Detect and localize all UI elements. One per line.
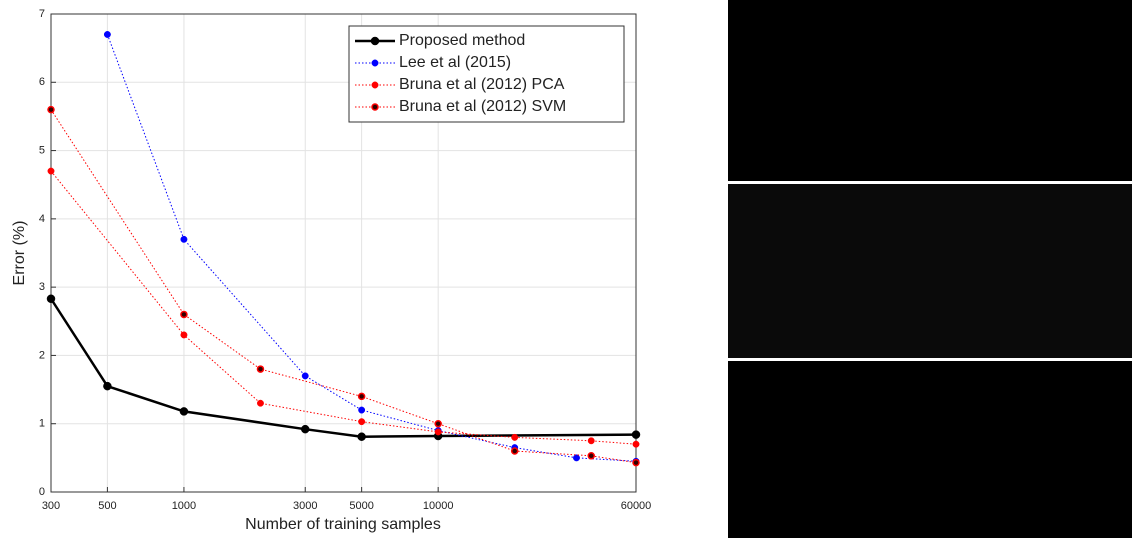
data-point [358, 406, 366, 414]
series-line [50, 109, 637, 464]
data-point [300, 424, 310, 434]
x-axis-label: Number of training samples [245, 516, 441, 533]
x-tick-label: 1000 [172, 500, 196, 512]
y-tick-label: 6 [39, 76, 45, 88]
x-tick-label: 3000 [293, 500, 317, 512]
digit-panel [728, 361, 1132, 538]
data-point [46, 294, 56, 304]
data-point [103, 381, 112, 391]
data-point [179, 407, 189, 416]
y-tick-label: 2 [39, 349, 45, 361]
data-point [434, 419, 442, 428]
data-point [257, 399, 264, 407]
data-point [357, 432, 366, 441]
data-point [510, 447, 519, 455]
data-point [587, 437, 595, 445]
x-tick-label: 10000 [423, 500, 454, 512]
legend-label: Proposed method [399, 32, 525, 49]
plot-frame [50, 13, 637, 493]
data-point [47, 167, 55, 175]
data-point [587, 452, 595, 460]
data-point [632, 440, 640, 448]
digit-panel [728, 0, 1132, 181]
data-point [180, 310, 188, 319]
y-tick-label: 7 [39, 8, 45, 20]
data-point [632, 458, 640, 467]
x-tick-label: 300 [42, 500, 60, 512]
legend-marker [370, 36, 380, 46]
data-point [357, 392, 366, 401]
digit-panels [728, 0, 1132, 538]
y-tick-label: 3 [39, 281, 45, 293]
legend-label: Bruna et al (2012) PCA [399, 76, 565, 93]
legend-marker [371, 59, 379, 67]
data-point [180, 331, 188, 339]
data-point [358, 418, 366, 426]
data-point [511, 433, 519, 441]
series-line [50, 170, 637, 445]
y-axis-label: Error (%) [11, 221, 28, 286]
x-tick-label: 5000 [349, 500, 373, 512]
data-point [47, 105, 55, 114]
digit-panel [728, 184, 1132, 358]
y-tick-label: 1 [39, 418, 45, 430]
legend-label: Bruna et al (2012) SVM [399, 98, 566, 115]
x-tick-label: 500 [98, 500, 116, 512]
legend-label: Lee et al (2015) [399, 54, 511, 71]
data-point [434, 428, 442, 436]
data-point [180, 235, 188, 243]
series-line [106, 34, 637, 462]
data-point [301, 372, 309, 380]
y-tick-label: 5 [39, 144, 45, 156]
y-tick-label: 4 [39, 213, 45, 225]
legend-marker [371, 81, 379, 89]
data-point [631, 430, 641, 439]
legend-marker [371, 103, 379, 111]
data-point [103, 31, 111, 38]
y-tick-label: 0 [39, 486, 45, 498]
x-tick-label: 60000 [621, 500, 652, 512]
data-point [256, 365, 265, 373]
data-point [573, 454, 580, 462]
